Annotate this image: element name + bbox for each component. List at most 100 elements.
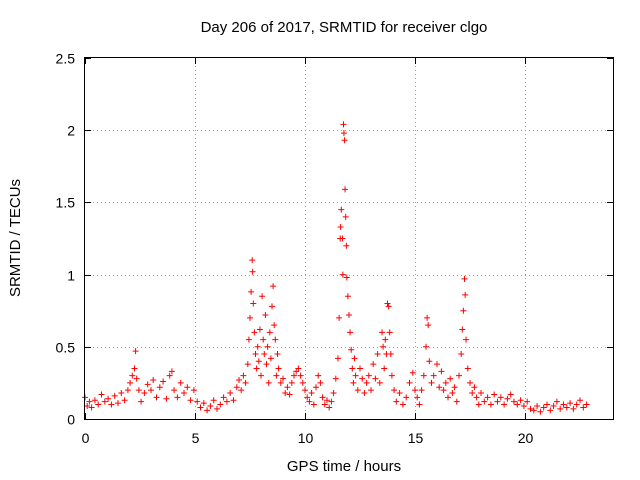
data-point	[148, 387, 154, 394]
data-point	[262, 312, 269, 319]
data-point	[156, 384, 163, 391]
data-point	[494, 398, 501, 405]
data-point	[478, 390, 484, 397]
data-point	[343, 242, 350, 249]
data-point	[252, 351, 259, 358]
data-point	[391, 387, 398, 394]
data-point	[583, 401, 590, 408]
data-point	[514, 401, 521, 408]
data-point	[388, 372, 395, 379]
data-point	[324, 397, 330, 404]
data-point	[484, 394, 491, 401]
data-point	[274, 351, 281, 358]
data-point	[163, 395, 170, 402]
data-point	[308, 390, 315, 397]
data-point	[469, 390, 476, 397]
x-tick-label: 20	[518, 430, 534, 446]
data-point	[250, 300, 257, 307]
data-point	[481, 398, 488, 405]
data-point	[321, 401, 328, 408]
data-point	[463, 336, 470, 343]
data-point	[245, 336, 252, 343]
data-point	[265, 379, 272, 386]
data-point	[350, 379, 357, 386]
data-point	[84, 403, 91, 410]
data-point	[277, 379, 284, 386]
data-point	[453, 398, 460, 405]
data-point	[341, 137, 348, 144]
data-point	[458, 351, 465, 358]
data-point	[214, 405, 220, 412]
data-point	[210, 397, 217, 404]
data-point	[580, 404, 587, 411]
data-point	[133, 375, 140, 382]
data-point	[299, 379, 306, 386]
data-point	[577, 397, 583, 404]
data-point	[424, 314, 431, 321]
data-point	[338, 206, 345, 213]
data-point	[108, 401, 115, 408]
data-point	[460, 307, 467, 314]
data-point	[475, 401, 482, 408]
data-point	[240, 372, 247, 379]
data-point	[491, 391, 498, 398]
chart-title: Day 206 of 2017, SRMTID for receiver clg…	[201, 19, 488, 36]
y-tick-label: 2.5	[56, 51, 76, 67]
data-point	[105, 395, 112, 402]
data-point	[473, 394, 480, 401]
data-point	[363, 379, 370, 386]
data-point	[121, 397, 128, 404]
data-point	[313, 384, 319, 391]
axis-ticks: 0 5 10 15 20 0 0.5 1 1.5 2 2.5	[56, 51, 613, 446]
data-point	[264, 343, 271, 350]
y-axis-label: SRMTID / TECUs	[7, 179, 24, 297]
y-tick-label: 0.5	[56, 340, 76, 356]
data-point	[244, 361, 251, 368]
data-point	[168, 368, 175, 375]
data-point	[359, 375, 366, 382]
data-point	[220, 394, 227, 401]
data-point	[233, 384, 240, 391]
data-point	[236, 377, 242, 384]
data-point	[467, 379, 473, 386]
data-point	[352, 372, 359, 379]
data-point	[384, 300, 391, 307]
data-point	[459, 326, 466, 333]
data-point	[181, 390, 187, 397]
data-point	[520, 403, 527, 410]
data-point	[259, 293, 266, 300]
data-point	[370, 361, 377, 368]
data-point	[273, 372, 280, 379]
data-point	[368, 387, 374, 394]
data-point	[567, 400, 574, 407]
gridlines	[85, 58, 613, 419]
y-tick-label: 1.5	[56, 195, 76, 211]
data-point	[573, 401, 580, 408]
data-point	[527, 405, 534, 412]
data-point	[342, 213, 349, 220]
data-point	[381, 365, 388, 372]
data-point	[256, 326, 263, 333]
data-point	[501, 401, 508, 408]
data-point	[269, 303, 275, 310]
data-point	[351, 355, 358, 362]
data-point	[330, 390, 337, 397]
data-point	[487, 401, 494, 408]
data-point	[563, 404, 570, 411]
data-point	[349, 365, 356, 372]
data-point	[511, 398, 517, 405]
data-point	[445, 394, 451, 401]
data-point	[357, 365, 363, 372]
data-point	[261, 351, 268, 358]
data-point	[127, 379, 134, 386]
data-point	[326, 404, 333, 411]
data-point	[387, 351, 394, 358]
data-point	[251, 329, 258, 336]
y-tick-label: 2	[67, 123, 75, 139]
y-tick-label: 0	[67, 412, 75, 428]
data-point	[414, 394, 421, 401]
data-point	[570, 405, 577, 412]
data-point	[380, 343, 387, 350]
data-point	[230, 397, 237, 404]
data-point	[253, 365, 260, 372]
